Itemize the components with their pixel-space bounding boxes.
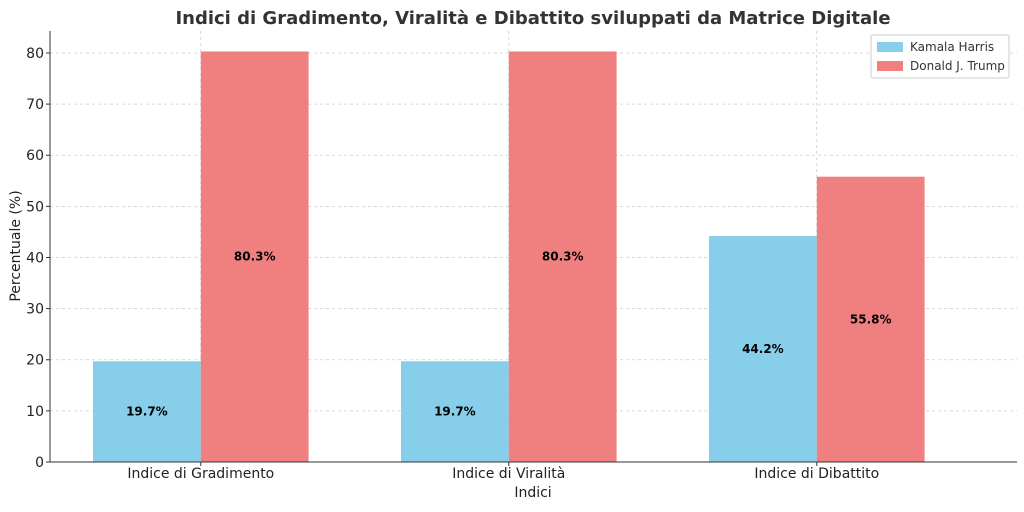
data-label-donald-j-trump-indice-di-dibattito: 55.8% [850, 312, 892, 326]
bar-kamala-harris-indice-di-dibattito [709, 236, 817, 462]
data-label-donald-j-trump-indice-di-viralita: 80.3% [542, 250, 584, 264]
axes [49, 31, 1017, 463]
x-tick-label-indice-di-gradimento: Indice di Gradimento [127, 466, 274, 482]
legend-swatch-kamala-harris [877, 42, 903, 52]
bar-donald-j-trump-indice-di-viralita [508, 51, 617, 462]
data-label-kamala-harris-indice-di-gradimento: 19.7% [126, 405, 168, 419]
y-tick-label-60: 60 [26, 148, 44, 164]
bar-kamala-harris-indice-di-viralita [401, 361, 509, 462]
y-ticks: 0 10 20 30 40 50 60 70 80 [26, 46, 50, 471]
bar-kamala-harris-indice-di-gradimento [93, 361, 201, 462]
y-tick-label-50: 50 [26, 199, 44, 215]
y-tick-label-20: 20 [26, 353, 44, 369]
x-axis-label: Indici [514, 485, 551, 501]
y-tick-label-0: 0 [35, 455, 44, 471]
data-label-donald-j-trump-indice-di-gradimento: 80.3% [234, 250, 276, 264]
x-tick-label-indice-di-dibattito: Indice di Dibattito [754, 466, 879, 482]
y-tick-label-70: 70 [26, 97, 44, 113]
bar-donald-j-trump-indice-di-dibattito [816, 176, 925, 463]
y-axis-label: Percentuale (%) [8, 190, 24, 301]
legend-label-donald-trump: Donald J. Trump [910, 59, 1005, 73]
y-tick-label-40: 40 [26, 250, 44, 266]
x-tick-label-indice-di-viralita: Indice di Viralità [452, 466, 565, 482]
data-label-kamala-harris-indice-di-viralita: 19.7% [434, 405, 476, 419]
chart-title: Indici di Gradimento, Viralità e Dibatti… [175, 8, 890, 29]
y-tick-label-10: 10 [26, 404, 44, 420]
y-tick-label-30: 30 [26, 302, 44, 318]
bar-donald-j-trump-indice-di-gradimento [200, 51, 309, 462]
data-labels: 19.7% 19.7% 44.2% 80.3% 80.3% 55.8% [126, 250, 891, 419]
y-tick-label-80: 80 [26, 46, 44, 62]
data-label-kamala-harris-indice-di-dibattito: 44.2% [742, 342, 784, 356]
bars [93, 51, 925, 463]
legend: Kamala Harris Donald J. Trump [870, 34, 1010, 79]
x-ticks: Indice di Gradimento Indice di Viralità In… [127, 462, 879, 482]
legend-frame [870, 34, 1010, 79]
legend-swatch-donald-trump [877, 61, 903, 71]
legend-label-kamala-harris: Kamala Harris [910, 40, 994, 54]
